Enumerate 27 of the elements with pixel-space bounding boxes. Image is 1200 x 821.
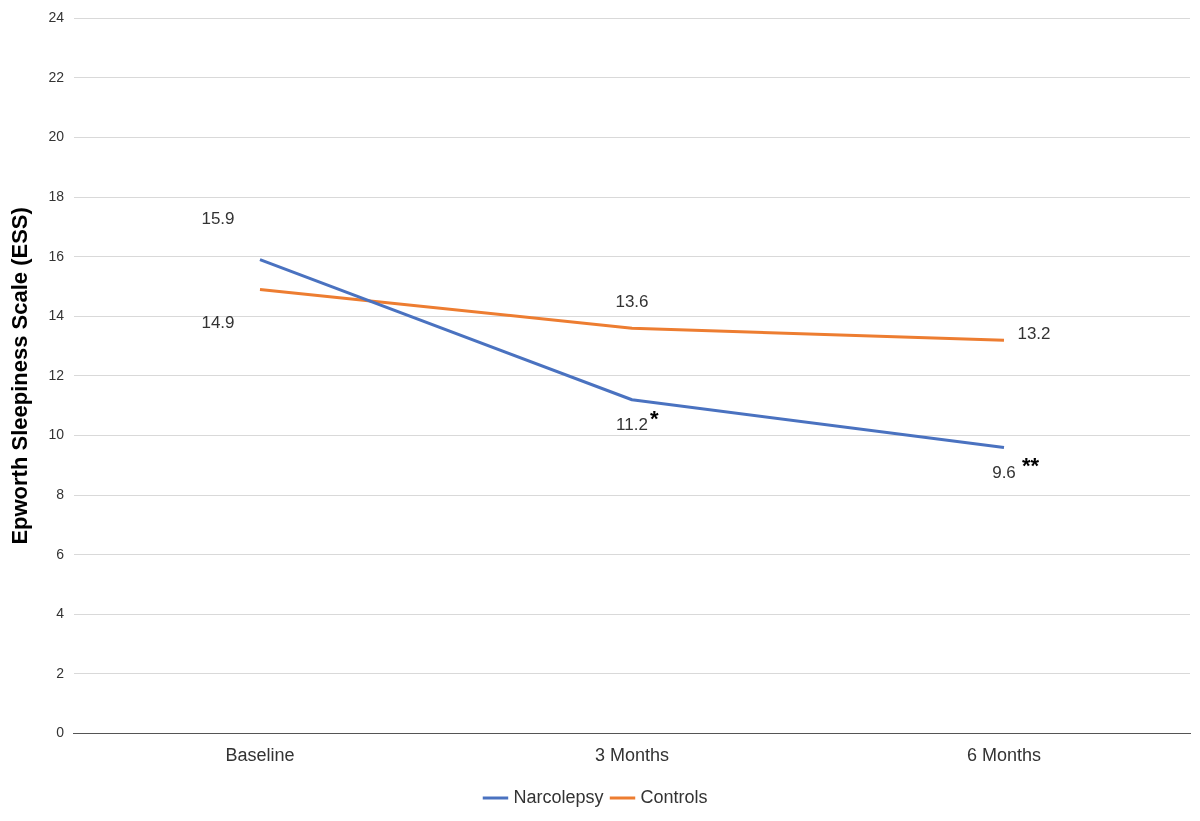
- x-tick-label: Baseline: [225, 745, 295, 766]
- data-label: 11.2: [616, 415, 648, 435]
- y-tick-label: 22: [48, 68, 65, 85]
- y-tick-label: 2: [56, 664, 65, 681]
- y-tick-label: 16: [48, 247, 65, 264]
- y-tick-label: 20: [48, 128, 65, 145]
- y-tick-label: 12: [48, 366, 65, 383]
- y-axis-title: Epworth Sleepiness Scale (ESS): [7, 207, 33, 545]
- data-label: 13.2: [1017, 323, 1051, 343]
- y-tick-label: 6: [56, 545, 65, 562]
- y-tick-label: 18: [48, 188, 65, 205]
- annotation: *: [649, 405, 659, 431]
- x-tick-label: 6 Months: [966, 745, 1042, 766]
- legend-label: Narcolepsy: [513, 786, 604, 807]
- y-tick-label: 14: [48, 307, 65, 324]
- y-tick-label: 8: [56, 485, 65, 502]
- data-label: 9.6: [992, 463, 1016, 483]
- annotation: **: [1022, 453, 1040, 479]
- y-tick-label: 24: [48, 9, 65, 26]
- y-tick-label: 0: [56, 724, 65, 741]
- legend-label: Controls: [640, 786, 708, 807]
- data-label: 14.9: [201, 313, 235, 333]
- data-label: 15.9: [201, 209, 235, 229]
- y-tick-label: 10: [48, 426, 65, 443]
- data-label: 13.6: [615, 291, 649, 311]
- x-tick-label: 3 Months: [594, 745, 670, 766]
- y-tick-label: 4: [56, 605, 65, 622]
